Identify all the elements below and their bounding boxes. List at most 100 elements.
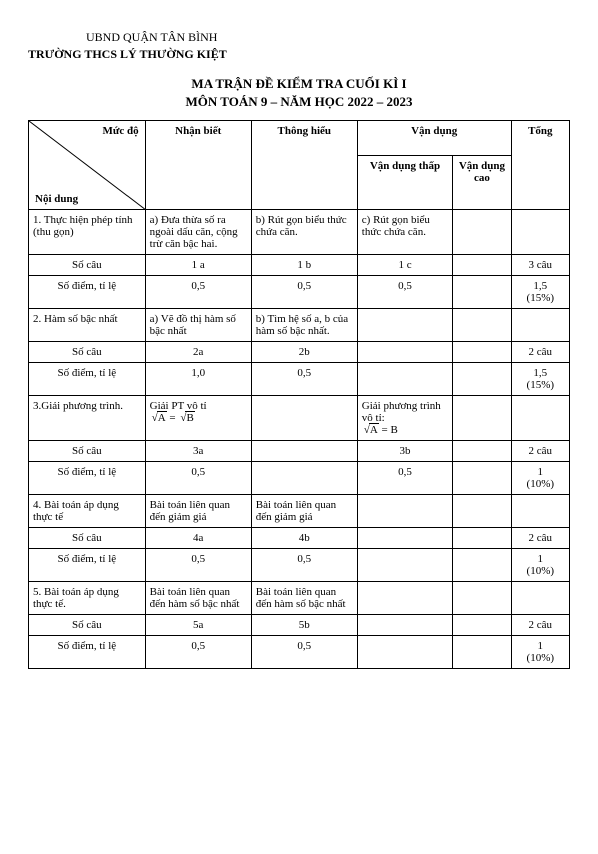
socau-vd-cao bbox=[453, 528, 511, 549]
socau-tong: 2 câu bbox=[511, 342, 569, 363]
socau-nb: 4a bbox=[145, 528, 251, 549]
tong-bot: (15%) bbox=[516, 379, 565, 391]
table-row: Số điểm, tỉ lệ 0,5 0,5 1 (10%) bbox=[29, 636, 570, 669]
header-authority: UBND QUẬN TÂN BÌNH bbox=[86, 30, 570, 45]
doc-title-1: MA TRẬN ĐỀ KIỂM TRA CUỐI KÌ I bbox=[28, 76, 570, 92]
th-cell bbox=[251, 396, 357, 441]
col-vandung: Vận dụng bbox=[357, 121, 511, 156]
formula-A2: A bbox=[369, 423, 379, 436]
diem-tong: 1 (10%) bbox=[511, 636, 569, 669]
table-row: Số câu 4a 4b 2 câu bbox=[29, 528, 570, 549]
table-row: Số điểm, tỉ lệ 0,5 0,5 1 (10%) bbox=[29, 462, 570, 495]
col-vandung-cao: Vận dụng cao bbox=[453, 155, 511, 209]
diem-vd-cao bbox=[453, 462, 511, 495]
tong-top: 1 bbox=[516, 466, 565, 478]
socau-th: 2b bbox=[251, 342, 357, 363]
socau-vd-cao bbox=[453, 342, 511, 363]
table-row: Số điểm, tỉ lệ 1,0 0,5 1,5 (15%) bbox=[29, 363, 570, 396]
vd-cao-cell bbox=[453, 210, 511, 255]
tong-top: 1,5 bbox=[516, 280, 565, 292]
diem-nb: 0,5 bbox=[145, 549, 251, 582]
socau-label: Số câu bbox=[29, 528, 146, 549]
formula-sqrtA-eq-B: A = B bbox=[362, 424, 448, 436]
socau-label: Số câu bbox=[29, 615, 146, 636]
diem-label: Số điểm, tỉ lệ bbox=[29, 276, 146, 309]
socau-vd-thap: 3b bbox=[357, 441, 452, 462]
socau-vd-thap bbox=[357, 342, 452, 363]
title-block: MA TRẬN ĐỀ KIỂM TRA CUỐI KÌ I MÔN TOÁN 9… bbox=[28, 76, 570, 110]
diem-vd-thap bbox=[357, 549, 452, 582]
socau-nb: 3a bbox=[145, 441, 251, 462]
nb-cell: Bài toán liên quan đến hàm số bậc nhất bbox=[145, 582, 251, 615]
socau-vd-cao bbox=[453, 255, 511, 276]
tong-cell bbox=[511, 582, 569, 615]
page: UBND QUẬN TÂN BÌNH TRƯỜNG THCS LÝ THƯỜNG… bbox=[0, 0, 598, 689]
socau-tong: 2 câu bbox=[511, 615, 569, 636]
socau-th: 5b bbox=[251, 615, 357, 636]
th-cell: Bài toán liên quan đến hàm số bậc nhất bbox=[251, 582, 357, 615]
tong-bot: (10%) bbox=[516, 565, 565, 577]
topic-cell: 4. Bài toán áp dụng thực tế bbox=[29, 495, 146, 528]
matrix-table: Mức độ Nội dung Nhận biết Thông hiểu Vận… bbox=[28, 120, 570, 669]
diem-nb: 0,5 bbox=[145, 276, 251, 309]
tong-bot: (15%) bbox=[516, 292, 565, 304]
diem-label: Số điểm, tỉ lệ bbox=[29, 462, 146, 495]
tong-bot: (10%) bbox=[516, 478, 565, 490]
socau-label: Số câu bbox=[29, 342, 146, 363]
diem-nb: 0,5 bbox=[145, 462, 251, 495]
formula-sqrtA-eq-sqrtB: A = B bbox=[150, 412, 247, 424]
tong-top: 1 bbox=[516, 553, 565, 565]
table-row: 5. Bài toán áp dụng thực tế. Bài toán li… bbox=[29, 582, 570, 615]
diem-tong: 1,5 (15%) bbox=[511, 276, 569, 309]
topic-cell: 3.Giải phương trình. bbox=[29, 396, 146, 441]
vd-thap-cell bbox=[357, 495, 452, 528]
diag-top-label: Mức độ bbox=[102, 125, 138, 137]
diem-nb: 0,5 bbox=[145, 636, 251, 669]
diem-tong: 1 (10%) bbox=[511, 462, 569, 495]
nb-cell: Bài toán liên quan đến giảm giá bbox=[145, 495, 251, 528]
table-row: Số câu 3a 3b 2 câu bbox=[29, 441, 570, 462]
diem-label: Số điểm, tỉ lệ bbox=[29, 363, 146, 396]
table-row: 4. Bài toán áp dụng thực tế Bài toán liê… bbox=[29, 495, 570, 528]
diem-vd-cao bbox=[453, 363, 511, 396]
tong-cell bbox=[511, 495, 569, 528]
header-school: TRƯỜNG THCS LÝ THƯỜNG KIỆT bbox=[28, 47, 570, 62]
topic-cell: 2. Hàm số bậc nhất bbox=[29, 309, 146, 342]
tong-cell bbox=[511, 309, 569, 342]
vd-cao-cell bbox=[453, 396, 511, 441]
th-cell: b) Rút gọn biểu thức chứa căn. bbox=[251, 210, 357, 255]
table-row: 3.Giải phương trình. Giải PT vô tỉ A = B… bbox=[29, 396, 570, 441]
socau-nb: 2a bbox=[145, 342, 251, 363]
diem-tong: 1,5 (15%) bbox=[511, 363, 569, 396]
diag-header-cell: Mức độ Nội dung bbox=[29, 121, 146, 210]
socau-th: 1 b bbox=[251, 255, 357, 276]
th-cell: Bài toán liên quan đến giảm giá bbox=[251, 495, 357, 528]
socau-nb: 1 a bbox=[145, 255, 251, 276]
diem-nb: 1,0 bbox=[145, 363, 251, 396]
formula-B: B bbox=[185, 411, 194, 424]
vd-cao-cell bbox=[453, 582, 511, 615]
socau-tong: 3 câu bbox=[511, 255, 569, 276]
vd-thap-pre: Giải phương trình vô tỉ: bbox=[362, 400, 448, 424]
col-thonghieu: Thông hiểu bbox=[251, 121, 357, 210]
diem-vd-thap bbox=[357, 363, 452, 396]
diem-th: 0,5 bbox=[251, 363, 357, 396]
socau-label: Số câu bbox=[29, 441, 146, 462]
diem-label: Số điểm, tỉ lệ bbox=[29, 549, 146, 582]
table-row: Số câu 2a 2b 2 câu bbox=[29, 342, 570, 363]
tong-cell bbox=[511, 210, 569, 255]
socau-th: 4b bbox=[251, 528, 357, 549]
socau-tong: 2 câu bbox=[511, 528, 569, 549]
socau-th bbox=[251, 441, 357, 462]
nb-cell: a) Vẽ đồ thị hàm số bậc nhất bbox=[145, 309, 251, 342]
col-nhanbiet: Nhận biết bbox=[145, 121, 251, 210]
diem-vd-cao bbox=[453, 276, 511, 309]
socau-vd-cao bbox=[453, 441, 511, 462]
col-vandung-thap: Vận dụng thấp bbox=[357, 155, 452, 209]
vd-thap-cell: c) Rút gọn biểu thức chứa căn. bbox=[357, 210, 452, 255]
vd-thap-cell bbox=[357, 582, 452, 615]
diem-th: 0,5 bbox=[251, 636, 357, 669]
formula-B2: B bbox=[391, 424, 398, 436]
table-row: Số câu 1 a 1 b 1 c 3 câu bbox=[29, 255, 570, 276]
vd-cao-cell bbox=[453, 495, 511, 528]
